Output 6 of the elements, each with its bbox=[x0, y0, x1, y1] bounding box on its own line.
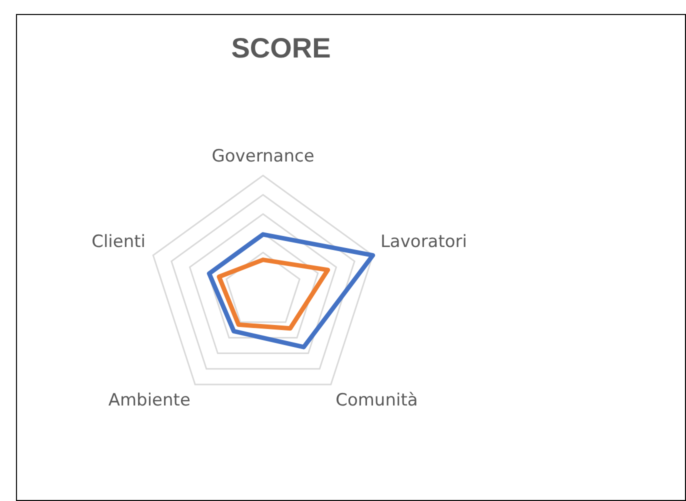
chart-title: SCORE bbox=[231, 32, 331, 64]
spoke-label: Clienti bbox=[92, 232, 146, 252]
spoke-label: Governance bbox=[212, 146, 314, 167]
spoke-label: Comunità bbox=[336, 390, 418, 411]
spoke-label: Lavoratori bbox=[380, 232, 468, 252]
spoke-label: Ambiente bbox=[108, 390, 190, 411]
